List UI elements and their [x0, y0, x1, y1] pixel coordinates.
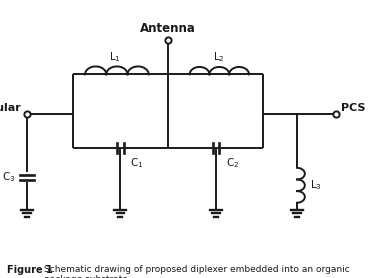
Text: L$_3$: L$_3$: [310, 178, 322, 192]
Text: Cellular: Cellular: [0, 103, 21, 113]
Text: Schematic drawing of proposed diplexer embedded into an organic package substrat: Schematic drawing of proposed diplexer e…: [45, 265, 350, 278]
Text: PCS: PCS: [341, 103, 366, 113]
Text: Antenna: Antenna: [140, 22, 196, 35]
Text: L$_2$: L$_2$: [213, 51, 225, 64]
Text: C$_2$: C$_2$: [226, 156, 239, 170]
Text: Figure 1: Figure 1: [7, 265, 53, 274]
Text: C$_3$: C$_3$: [2, 170, 15, 184]
Text: C$_1$: C$_1$: [130, 156, 144, 170]
Text: L$_1$: L$_1$: [109, 51, 121, 64]
